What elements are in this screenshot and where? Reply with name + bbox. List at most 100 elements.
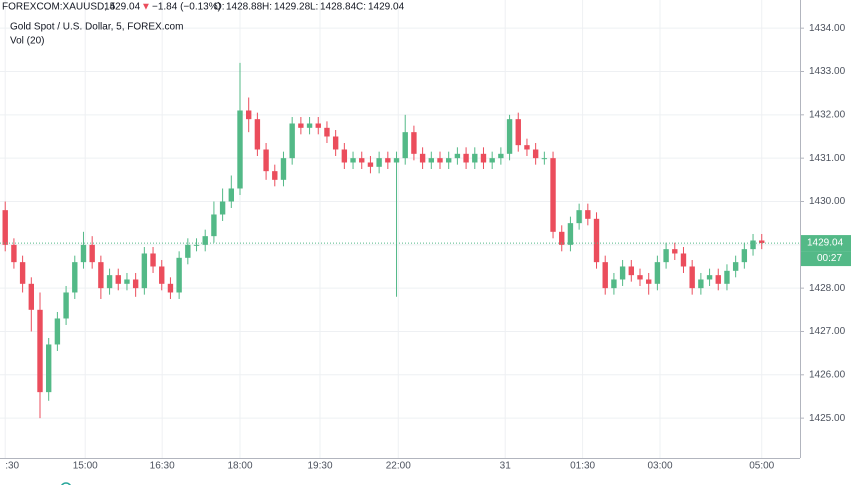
x-tick-label: 15:00 — [73, 461, 98, 472]
candle-body — [472, 153, 478, 163]
candle-body — [2, 210, 8, 245]
candle-body — [298, 123, 304, 128]
candle-body — [506, 119, 513, 154]
grid-layer — [0, 0, 800, 458]
candle-body — [532, 149, 539, 159]
y-tick-label: 1432.00 — [809, 109, 846, 120]
candle-body — [115, 275, 121, 284]
candle-body — [611, 279, 617, 289]
candle-body — [237, 110, 243, 189]
candle-body — [19, 262, 26, 284]
candle-body — [454, 153, 461, 159]
candle-body — [80, 244, 87, 263]
candle-body — [489, 158, 495, 163]
candle-body — [28, 283, 34, 310]
x-tick-label: :30 — [5, 461, 19, 472]
candle-body — [689, 266, 695, 289]
candle-body — [37, 309, 43, 393]
candle-body — [359, 158, 365, 163]
high-value: 1429.28 — [274, 2, 311, 13]
candle-body — [132, 279, 139, 289]
candle-body — [367, 162, 374, 167]
candle-body — [106, 275, 113, 289]
candle-body — [585, 210, 591, 219]
candle-body — [193, 244, 200, 246]
x-tick-label: 03:00 — [647, 461, 672, 472]
y-tick-label: 1428.00 — [809, 283, 846, 294]
candle-body — [559, 231, 565, 245]
symbol: FOREXCOM:XAUUSD, 5 — [2, 2, 116, 13]
candle-body — [246, 110, 252, 120]
y-tick-label: 1434.00 — [809, 23, 846, 34]
candle-body — [437, 158, 443, 163]
candle-body — [732, 262, 739, 271]
candle-body — [637, 275, 643, 280]
candle-body — [602, 262, 608, 289]
candle-body — [524, 145, 530, 150]
candle-body — [393, 158, 400, 163]
candle-body — [446, 158, 452, 163]
candle-body — [706, 275, 713, 280]
candle-body — [750, 240, 756, 250]
candle-body — [98, 262, 104, 289]
candle-layer — [2, 62, 765, 419]
candle-body — [428, 158, 434, 163]
candle-body — [593, 218, 600, 263]
y-tick-label: 1425.00 — [809, 413, 846, 424]
candle-body — [576, 210, 582, 224]
candle-body — [289, 123, 295, 159]
label-layer: 1425.001426.001427.001428.001429.001430.… — [0, 23, 851, 472]
candle-body — [150, 253, 156, 267]
candle-body — [159, 266, 165, 284]
candle-body — [219, 201, 226, 215]
candle-body — [376, 158, 382, 167]
candle-body — [332, 136, 339, 150]
x-tick-label: 16:30 — [150, 461, 175, 472]
candle-body — [463, 153, 469, 163]
candle-body — [715, 275, 721, 284]
candle-body — [176, 257, 182, 293]
candle-body — [46, 344, 52, 393]
candle-body — [515, 119, 521, 146]
change: −1.84 (−0.13%) — [152, 2, 221, 13]
candle-body — [402, 132, 408, 159]
candle-body — [628, 266, 634, 276]
candle-body — [63, 292, 69, 319]
x-tick-label: 18:00 — [227, 461, 252, 472]
candle-body — [124, 279, 130, 284]
header-close: 1429.04 — [104, 2, 141, 13]
candle-body — [724, 270, 730, 284]
candle-body — [411, 132, 417, 154]
open-value: 1428.88 — [226, 2, 263, 13]
candle-body — [324, 127, 330, 137]
candle-body — [54, 318, 61, 345]
y-tick-label: 1426.00 — [809, 369, 846, 380]
low-label: L: — [310, 2, 318, 13]
y-tick-label: 1427.00 — [809, 326, 846, 337]
x-tick-label: 31 — [500, 461, 512, 472]
change-arrow: ▼ — [141, 2, 151, 13]
candle-body — [263, 149, 269, 172]
candle-body — [567, 223, 574, 245]
candle-body — [654, 262, 661, 284]
candle-body — [385, 158, 391, 163]
candle-body — [672, 249, 678, 254]
candle-body — [306, 123, 313, 128]
candle-body — [167, 283, 174, 293]
last-price-label: 1429.04 — [807, 238, 844, 249]
legend-header: FOREXCOM:XAUUSD, 5 1429.04 ▼ −1.84 (−0.1… — [2, 2, 405, 47]
candle-body — [480, 153, 487, 163]
y-tick-label: 1433.00 — [809, 66, 846, 77]
candle-body — [419, 153, 426, 163]
timer-tag — [801, 251, 851, 267]
candle-body — [741, 249, 748, 263]
candle-body — [759, 240, 765, 244]
candle-body — [89, 244, 95, 263]
candle-body — [698, 279, 704, 289]
bottom-icon — [61, 482, 71, 485]
candle-body — [272, 171, 278, 180]
y-tick-label: 1431.00 — [809, 153, 846, 164]
candle-body — [141, 253, 148, 289]
candle-body — [228, 188, 234, 202]
